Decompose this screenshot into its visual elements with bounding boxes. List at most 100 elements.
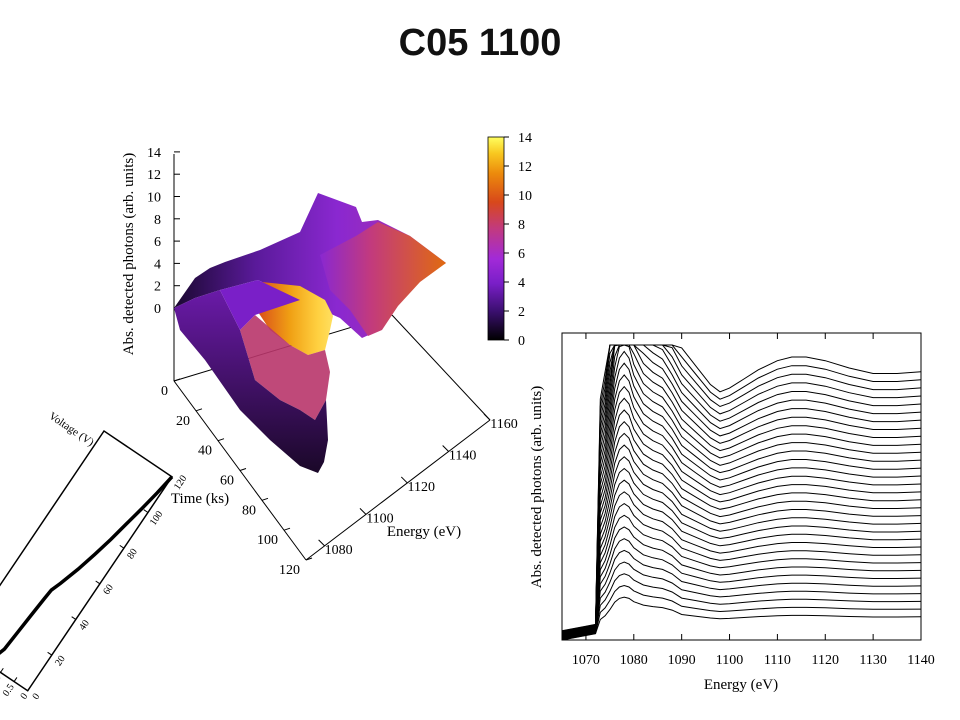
z-tick-label: 0	[154, 302, 161, 317]
z-tick-label: 8	[154, 213, 161, 228]
energy-axis-line	[305, 419, 491, 561]
spectrum-series-line	[561, 573, 922, 640]
spectrum-series-line	[561, 526, 922, 639]
surface-front-face	[174, 290, 328, 473]
time-tick-mark	[261, 497, 269, 501]
voltage-time-tick-label: 60	[101, 582, 116, 596]
colorbar-tick-label: 14	[518, 131, 532, 146]
energy-axis-ticks: 1080 1100 1120 1140 1160	[318, 413, 518, 558]
spectra-x-tick-label: 1110	[764, 653, 791, 668]
surface-purple-strip	[220, 280, 300, 330]
voltage-time-tick-label: 0	[30, 691, 42, 701]
z-tick-label: 10	[147, 191, 161, 206]
spectra-x-tick-label: 1100	[716, 653, 743, 668]
spectra-plot: 1070 1080 1090 1100 1110 1120 1130 1140 Energy …	[529, 332, 935, 693]
spectrum-series-line	[561, 538, 922, 639]
surface-plot-3d: 0 2 4 6 8 10 12 14 Abs. detected photons (arb. …	[121, 131, 532, 578]
voltage-tick-mark	[27, 686, 31, 692]
colorbar-tick-label: 12	[518, 160, 532, 175]
voltage-time-tick-label: 120	[172, 473, 190, 492]
time-tick-label: 40	[198, 444, 212, 459]
spectrum-series-line	[561, 456, 922, 637]
voltage-plot-frame	[0, 429, 174, 692]
time-tick-label: 20	[176, 414, 190, 429]
spectrum-series-line	[561, 397, 922, 636]
spectrum-series-line	[561, 344, 922, 634]
voltage-time-tick-label: 80	[125, 547, 140, 561]
spectra-series	[561, 344, 922, 641]
voltage-time-tick-mark	[167, 473, 173, 478]
time-tick-label: 120	[279, 563, 300, 578]
spectrum-series-line	[561, 362, 922, 635]
voltage-tick-mark	[0, 667, 4, 673]
colorbar-tick-label: 0	[518, 334, 525, 349]
spectrum-series-line	[561, 479, 922, 638]
spectrum-series-line	[561, 420, 922, 636]
voltage-time-ticks: 0 20 40 60 80 100 120	[23, 473, 190, 702]
voltage-time-tick-mark	[47, 651, 53, 656]
spectrum-series-line	[561, 344, 922, 634]
spectrum-series-line	[561, 385, 922, 636]
time-tick-mark	[239, 468, 247, 471]
spectrum-series-line	[561, 344, 922, 632]
energy-tick-label: 1160	[490, 417, 517, 432]
voltage-time-tick-mark	[143, 509, 149, 513]
spectra-x-tick-label: 1120	[812, 653, 839, 668]
spectrum-series-line	[561, 409, 922, 636]
spectrum-series-line	[561, 444, 922, 637]
voltage-time-tick-label: 100	[148, 509, 166, 528]
voltage-tick-mark	[13, 677, 18, 682]
spectrum-series-line	[561, 344, 922, 633]
slide-title: C05 1100	[398, 22, 562, 64]
spectra-x-label: Energy (eV)	[704, 677, 778, 693]
time-tick-label: 100	[257, 533, 278, 548]
energy-tick-mark	[483, 413, 491, 421]
spectrum-series-line	[561, 584, 922, 641]
voltage-time-tick-mark	[119, 544, 125, 549]
z-tick-label: 4	[154, 257, 161, 272]
spectra-x-tick-label: 1140	[907, 653, 934, 668]
spectra-y-label: Abs. detected photons (arb. units)	[529, 386, 545, 588]
voltage-time-tick-mark	[71, 616, 77, 620]
right-axis-line	[391, 314, 491, 421]
energy-tick-label: 1100	[366, 511, 393, 526]
spectrum-series-line	[561, 344, 922, 634]
spectrum-series-line	[561, 344, 922, 633]
spectrum-series-line	[561, 467, 922, 638]
spectrum-series-line	[561, 502, 922, 639]
time-tick-label: 0	[161, 384, 168, 399]
spectra-x-tick-label: 1080	[620, 653, 648, 668]
spectrum-series-line	[561, 549, 922, 640]
time-tick-label: 80	[242, 503, 256, 518]
spectrum-series-line	[561, 561, 922, 640]
spectrum-series-line	[561, 350, 922, 635]
voltage-tick-label: 1	[0, 673, 3, 683]
time-axis-label: Time (ks)	[171, 491, 229, 507]
z-tick-label: 6	[154, 235, 161, 250]
spectra-x-tick-label: 1130	[859, 653, 886, 668]
spectrum-series-line	[561, 432, 922, 637]
energy-tick-mark	[359, 508, 367, 515]
colorbar-tick-label: 2	[518, 305, 525, 320]
spectra-plot-frame	[561, 332, 922, 641]
colorbar-tick-label: 4	[518, 276, 525, 291]
spectrum-series-line	[561, 596, 922, 641]
spectrum-series-line	[561, 514, 922, 639]
spectra-x-tick-label: 1090	[668, 653, 696, 668]
time-tick-label: 60	[220, 474, 234, 489]
energy-tick-label: 1080	[325, 543, 353, 558]
energy-tick-mark	[400, 476, 408, 484]
energy-tick-mark	[442, 445, 450, 452]
colorbar	[487, 136, 505, 341]
spectrum-series-line	[561, 344, 922, 633]
colorbar-ticks: 0 2 4 6 8 10 12 14	[504, 131, 532, 349]
spectra-x-ticks: 1070 1080 1090 1100 1110 1120 1130 1140	[572, 333, 935, 668]
voltage-tick-label: 0	[19, 691, 31, 701]
z-tick-label: 2	[154, 280, 161, 295]
z-axis-label: Abs. detected photons (arb. units)	[121, 153, 137, 355]
spectrum-series-line	[561, 374, 922, 635]
voltage-axis-label: Voltage (V)	[47, 410, 97, 449]
z-tick-label: 12	[147, 168, 161, 183]
